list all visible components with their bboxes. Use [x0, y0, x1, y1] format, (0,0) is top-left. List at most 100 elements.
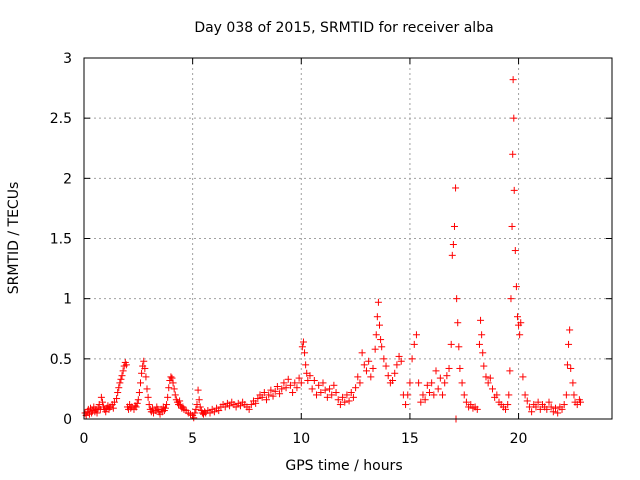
- data-point: [315, 381, 323, 389]
- data-point: [410, 340, 418, 348]
- data-point: [536, 405, 544, 413]
- data-point: [372, 331, 380, 339]
- data-point: [393, 361, 401, 369]
- data-point: [252, 399, 260, 407]
- data-point: [391, 369, 399, 377]
- data-point: [176, 397, 184, 405]
- data-point: [406, 379, 414, 387]
- data-point: [254, 395, 262, 403]
- data-point: [455, 343, 463, 351]
- data-point: [560, 401, 568, 409]
- y-tick-label: 2.5: [50, 111, 72, 127]
- data-point: [467, 401, 475, 409]
- data-point: [417, 398, 425, 406]
- data-point: [164, 393, 172, 401]
- data-point: [143, 385, 151, 393]
- data-point: [326, 385, 334, 393]
- data-point: [293, 384, 301, 392]
- data-point: [432, 367, 440, 375]
- y-axis-label: SRMTID / TECUs: [6, 182, 22, 295]
- data-point: [478, 331, 486, 339]
- data-point: [195, 396, 203, 404]
- data-point: [477, 316, 485, 324]
- data-point: [475, 340, 483, 348]
- data-point: [297, 379, 305, 387]
- y-tick-label: 2: [63, 171, 72, 187]
- data-point: [119, 367, 127, 375]
- x-tick-label: 15: [401, 431, 419, 447]
- data-point: [566, 326, 574, 334]
- data-point: [286, 381, 294, 389]
- data-point: [247, 401, 255, 409]
- data-point: [306, 372, 314, 380]
- data-point: [304, 376, 312, 384]
- data-point: [545, 398, 553, 406]
- data-point: [412, 331, 420, 339]
- data-point: [408, 355, 416, 363]
- data-point: [319, 379, 327, 387]
- data-point: [552, 404, 560, 412]
- data-point: [345, 397, 353, 405]
- data-point: [516, 331, 524, 339]
- data-point: [389, 376, 397, 384]
- data-point: [135, 389, 143, 397]
- data-point: [525, 403, 533, 411]
- data-point: [163, 401, 171, 409]
- x-axis-label: GPS time / hours: [285, 458, 402, 474]
- data-point: [323, 393, 331, 401]
- data-point: [263, 396, 271, 404]
- x-tick-label: 20: [510, 431, 528, 447]
- data-point: [339, 393, 347, 401]
- data-point: [509, 76, 517, 84]
- data-point: [132, 403, 140, 411]
- data-point: [384, 372, 392, 380]
- data-point: [452, 184, 460, 192]
- data-point: [505, 391, 513, 399]
- data-point: [118, 372, 126, 380]
- data-point: [206, 409, 214, 417]
- data-point: [334, 396, 342, 404]
- data-point: [450, 222, 458, 230]
- data-point: [445, 364, 453, 372]
- data-point: [549, 408, 557, 416]
- data-point: [473, 405, 481, 413]
- data-point: [133, 399, 141, 407]
- data-point: [194, 386, 202, 394]
- data-point: [460, 391, 468, 399]
- data-point: [510, 114, 518, 122]
- data-point: [454, 319, 462, 327]
- data-point: [192, 405, 200, 413]
- data-point: [443, 372, 451, 380]
- data-point: [506, 367, 514, 375]
- data-point: [317, 389, 325, 397]
- data-point: [210, 408, 218, 416]
- data-point: [534, 398, 542, 406]
- data-point: [382, 362, 390, 370]
- data-point: [276, 390, 284, 398]
- data-point: [558, 405, 566, 413]
- data-point: [117, 375, 125, 383]
- data-point: [421, 396, 429, 404]
- data-point: [138, 369, 146, 377]
- data-point: [343, 391, 351, 399]
- data-point: [430, 391, 438, 399]
- data-point: [330, 381, 338, 389]
- data-point: [354, 373, 362, 381]
- data-point: [167, 373, 175, 381]
- axis-ticks: 0 0.5 1 1.5 2 2.5 3 0 5 10 15 20: [50, 51, 612, 447]
- data-point: [373, 313, 381, 321]
- grid: [84, 58, 612, 419]
- data-point: [562, 391, 570, 399]
- data-point: [267, 386, 275, 394]
- data-point: [513, 313, 521, 321]
- data-point: [280, 379, 288, 387]
- data-point: [169, 379, 177, 387]
- data-point: [269, 392, 277, 400]
- data-point: [142, 373, 150, 381]
- data-point: [301, 349, 309, 357]
- data-point: [543, 405, 551, 413]
- data-point: [321, 386, 329, 394]
- data-point: [532, 403, 540, 411]
- data-point: [547, 403, 555, 411]
- data-points: [81, 76, 584, 423]
